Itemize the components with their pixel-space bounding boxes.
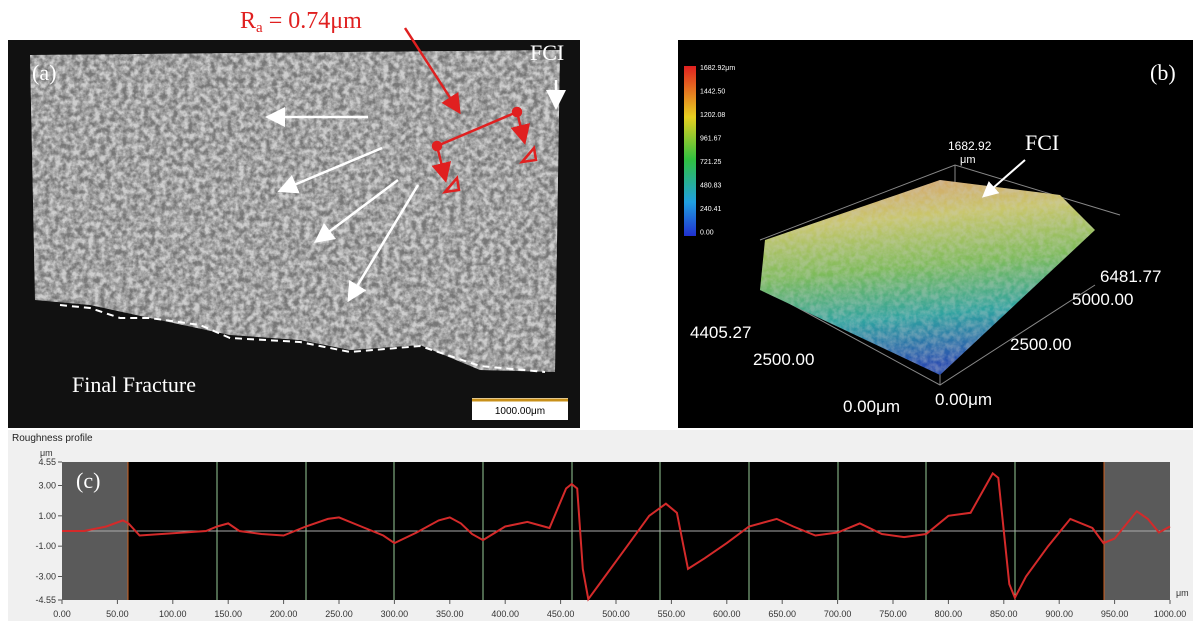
final-fracture-label: Final Fracture: [72, 372, 196, 397]
x-max-label: 6481.77: [1100, 267, 1161, 286]
x-tick-label: 200.00: [270, 609, 298, 619]
x-tick-label: 50.00: [106, 609, 129, 619]
colorbar-label: 961.67: [700, 136, 722, 143]
x-tick-label: 900.00: [1045, 609, 1073, 619]
panel-label: (a): [32, 60, 56, 85]
x-low-label: 2500.00: [1010, 335, 1071, 354]
panel-b: 1682.92μm 1442.50 1202.08 961.67 721.25 480.8…: [678, 40, 1193, 428]
x-tick-label: 150.00: [214, 609, 242, 619]
origin-y-label: 0.00μm: [843, 397, 900, 416]
x-tick-label: 700.00: [824, 609, 852, 619]
z-unit-label: μm: [960, 154, 976, 166]
y-tick-label: -4.55: [35, 595, 56, 605]
colorbar-label: 0.00: [700, 230, 714, 237]
fci-label: FCI: [530, 40, 564, 65]
x-tick-label: 400.00: [491, 609, 519, 619]
panel-label: (b): [1150, 60, 1176, 85]
colorbar: [684, 66, 696, 236]
window-title: Roughness profile: [12, 433, 93, 444]
origin-x-label: 0.00μm: [935, 390, 992, 409]
fci-label: FCI: [1025, 130, 1059, 155]
z-max-label: 1682.92: [948, 139, 992, 153]
x-unit-label: μm: [1176, 588, 1189, 598]
x-tick-label: 950.00: [1101, 609, 1129, 619]
panel-a: Ra = 0.74μm (a) FCI Final Fracture 1000.…: [8, 8, 580, 428]
panel-label: (c): [76, 468, 100, 493]
figure: Ra = 0.74μm (a) FCI Final Fracture 1000.…: [0, 0, 1198, 621]
x-tick-label: 500.00: [602, 609, 630, 619]
y-mid-label: 2500.00: [753, 350, 814, 369]
x-tick-label: 0.00: [53, 609, 71, 619]
x-tick-label: 850.00: [990, 609, 1018, 619]
x-tick-label: 1000.00: [1154, 609, 1187, 619]
x-tick-label: 100.00: [159, 609, 187, 619]
colorbar-label: 240.41: [700, 206, 722, 213]
colorbar-label: 1442.50: [700, 89, 725, 96]
x-tick-label: 300.00: [381, 609, 409, 619]
y-max-label: 4405.27: [690, 323, 751, 342]
x-mid-label: 5000.00: [1072, 290, 1133, 309]
panel-c: Roughness profile (c) μm μm 4.553.001.00…: [8, 430, 1193, 621]
y-tick-label: 3.00: [38, 481, 56, 491]
x-tick-label: 350.00: [436, 609, 464, 619]
colorbar-label: 1682.92μm: [700, 65, 735, 72]
scale-bar-label: 1000.00μm: [495, 406, 545, 417]
y-tick-label: -1.00: [35, 541, 56, 551]
y-tick-label: 1.00: [38, 511, 56, 521]
x-tick-label: 550.00: [658, 609, 686, 619]
colorbar-label: 721.25: [700, 159, 722, 166]
x-tick-label: 750.00: [879, 609, 907, 619]
y-tick-label: -3.00: [35, 571, 56, 581]
x-tick-label: 600.00: [713, 609, 741, 619]
roughness-label: Ra = 0.74μm: [240, 8, 362, 36]
colorbar-label: 1202.08: [700, 112, 725, 119]
x-tick-label: 800.00: [935, 609, 963, 619]
x-tick-label: 650.00: [768, 609, 796, 619]
y-tick-label: 4.55: [38, 457, 56, 467]
x-tick-label: 450.00: [547, 609, 575, 619]
colorbar-label: 480.83: [700, 183, 722, 190]
x-tick-label: 250.00: [325, 609, 353, 619]
